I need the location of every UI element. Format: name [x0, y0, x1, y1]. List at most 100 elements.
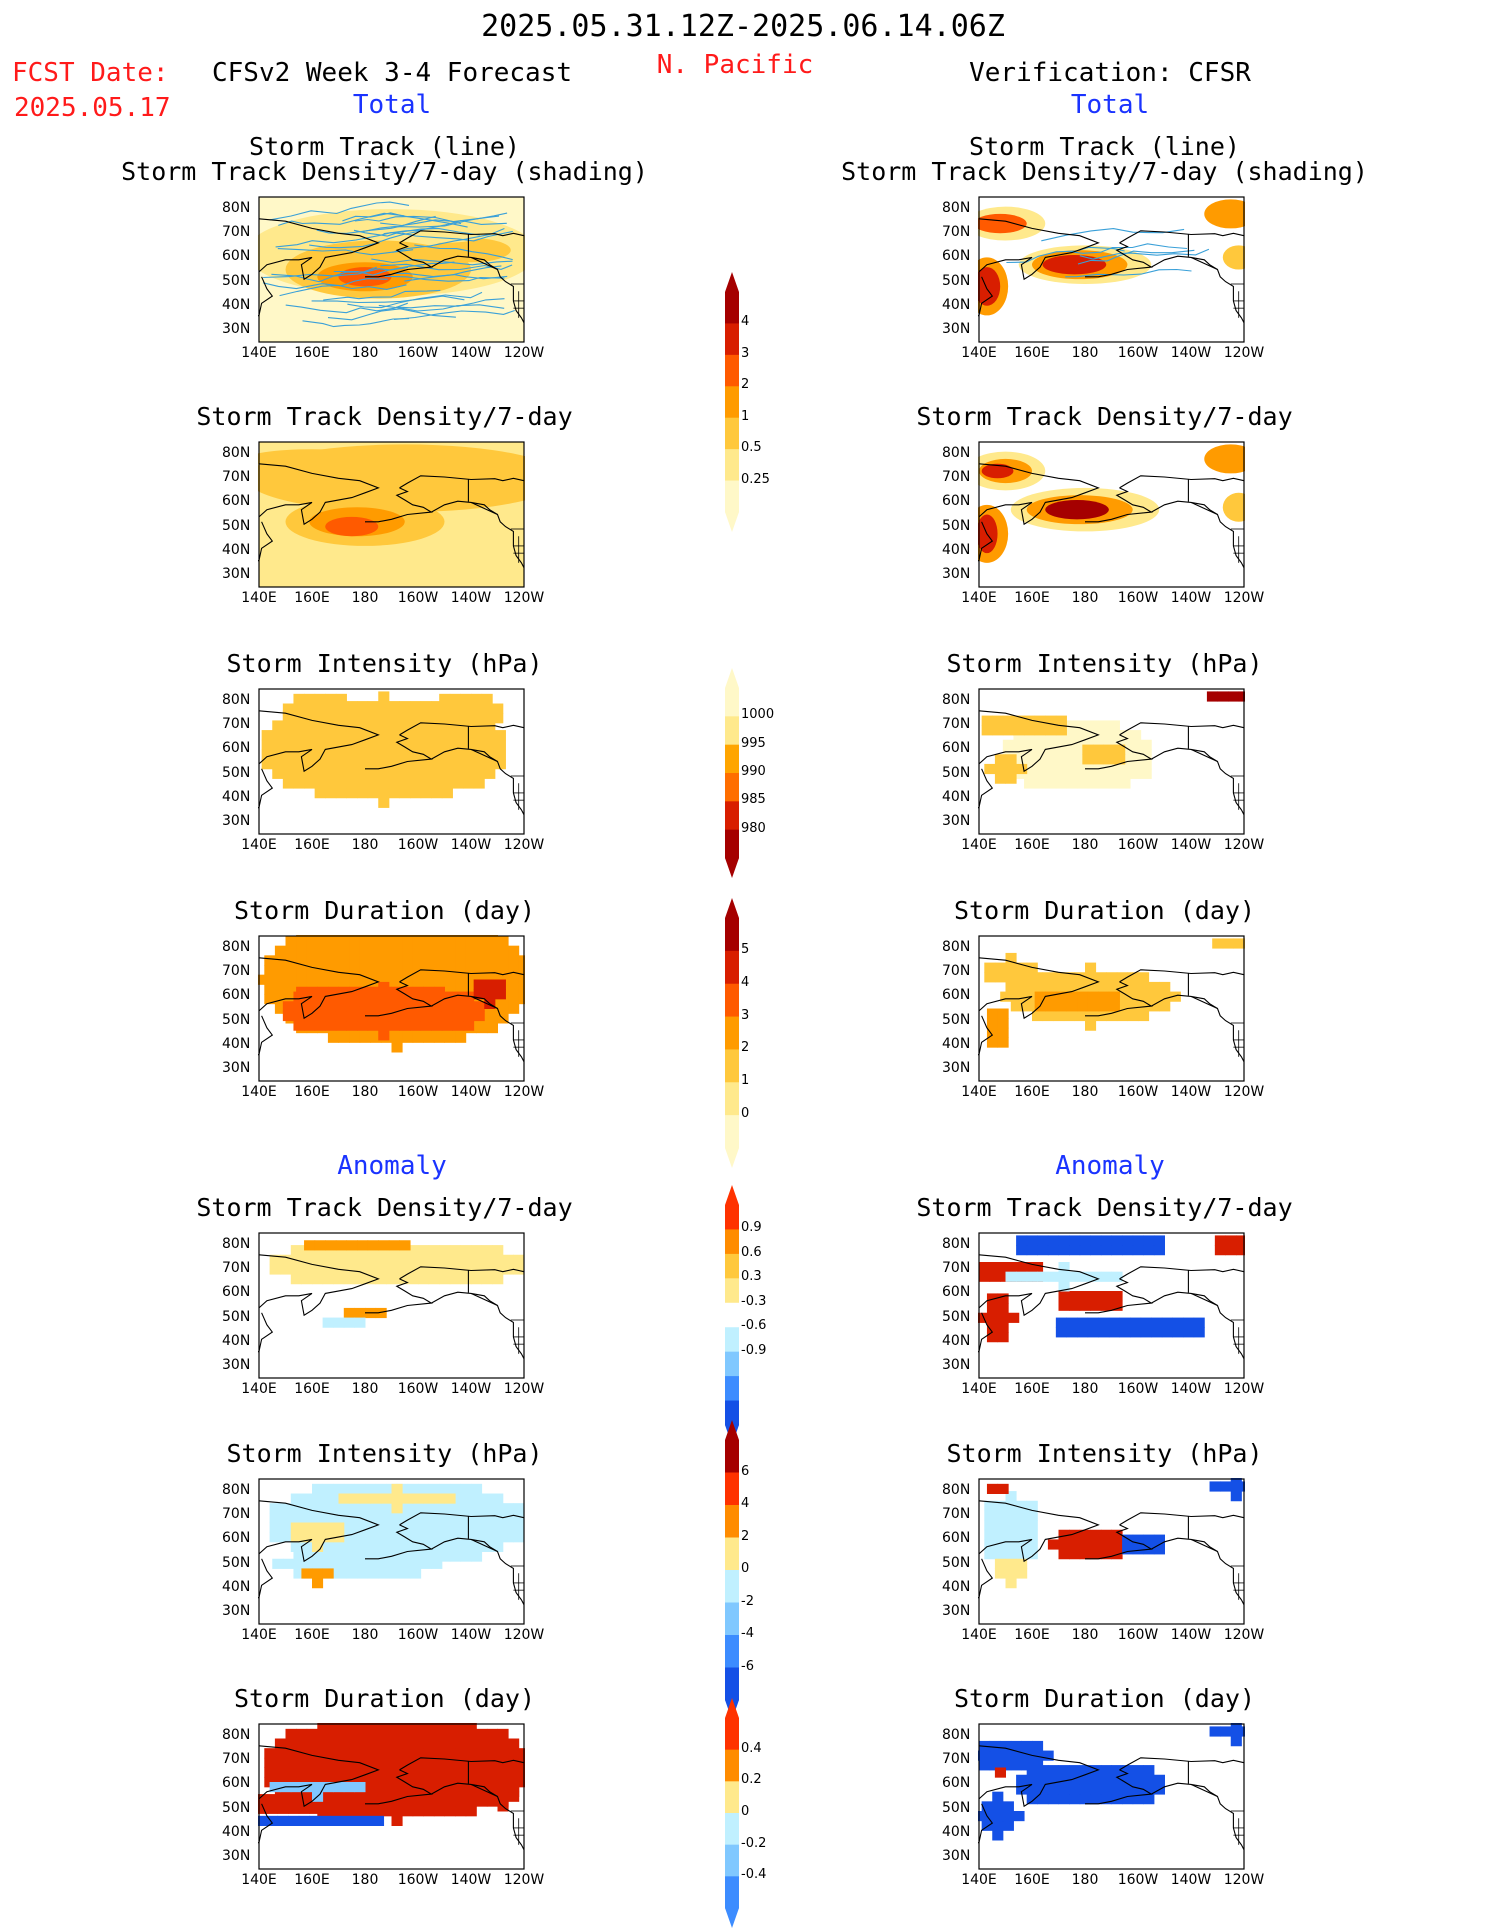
shading-cell [1034, 991, 1046, 1002]
coastline [1190, 256, 1218, 271]
shading-cell [1090, 1271, 1102, 1282]
shading-cell [1055, 768, 1067, 779]
shading-cell [301, 1264, 313, 1275]
shading-cell [346, 759, 358, 770]
shading-cell [418, 1512, 430, 1523]
shading-cell [1132, 1544, 1144, 1555]
shading-cell [293, 768, 305, 779]
y-tick-label: 30N [222, 1602, 251, 1619]
shading-cell [312, 1541, 324, 1552]
colorbar-segment [725, 1016, 739, 1050]
shading-cell [301, 1522, 313, 1533]
shading-cell [280, 1254, 292, 1265]
shading-cell [388, 1568, 400, 1579]
shading-cell [471, 1245, 483, 1256]
colorbar-segment [725, 1813, 739, 1846]
shading-cell [1130, 730, 1142, 741]
shading-cell [346, 703, 358, 714]
shading-cell [979, 1271, 991, 1282]
colorbar-segment [725, 801, 739, 831]
shading-cell [465, 1796, 477, 1807]
y-tick-label: 60N [222, 740, 251, 757]
shading-cell [994, 962, 1006, 973]
x-tick-label: 160E [1014, 1084, 1050, 1100]
shading-cell [986, 1332, 999, 1343]
page-title: 2025.05.31.12Z-2025.06.14.06Z [481, 9, 1005, 44]
shading-cell [375, 1307, 387, 1319]
shading-cell [1111, 1235, 1123, 1246]
shading-cell [1058, 1245, 1070, 1256]
shading-cell [412, 1786, 424, 1797]
shading-cell [1002, 1820, 1014, 1831]
shading-cell [304, 768, 316, 779]
shading-cell [1034, 749, 1046, 760]
shading-cell [1132, 1765, 1144, 1776]
shading-cell [391, 965, 403, 976]
shading-cell [1132, 1245, 1144, 1256]
shading-cell [1111, 1291, 1123, 1302]
verification-total-label: Total [1070, 90, 1150, 120]
shading-cell [1047, 1765, 1059, 1776]
colorbar-segment [725, 1327, 739, 1353]
shading-cell [1079, 1291, 1091, 1302]
x-tick-label: 160W [1117, 590, 1159, 606]
shading-cell [312, 1493, 324, 1504]
shading-cell [314, 749, 326, 760]
shading-cell [327, 1723, 339, 1730]
shading-cell [322, 1493, 334, 1504]
y-tick-label: 50N [222, 272, 251, 289]
shading-cell [1026, 1245, 1038, 1256]
shading-cell [418, 1503, 430, 1514]
shading-cell [1230, 1736, 1242, 1747]
shading-cell [1138, 1010, 1150, 1022]
shading-cell [1241, 1481, 1245, 1492]
shading-cell [380, 974, 392, 985]
x-tick-label: 180 [351, 1872, 379, 1888]
shading-cell [288, 1794, 300, 1805]
panel-title: Storm Track Density/7-day (shading) [841, 157, 1368, 186]
coastline [431, 1782, 525, 1850]
shading-cell [994, 1510, 1006, 1521]
shading-cell [1116, 1010, 1128, 1022]
shading-cell [476, 1796, 488, 1807]
y-tick-label: 50N [942, 1554, 971, 1571]
shading-cell [1010, 1760, 1022, 1771]
shading-cell [1217, 691, 1229, 702]
shading-cell [1085, 981, 1097, 993]
shading-cell [370, 1748, 382, 1759]
shading-cell [997, 1303, 1009, 1314]
shading-cell [378, 759, 390, 770]
shading-cell [1066, 1327, 1078, 1338]
shading-cell [1169, 991, 1181, 1002]
shading-cell [1013, 1811, 1025, 1822]
shading-cell [1058, 1281, 1070, 1292]
shading-cell [327, 936, 339, 947]
shading-cell [492, 1512, 504, 1523]
shading-cell [357, 1558, 369, 1569]
shading-cell [1000, 991, 1012, 1002]
panel-title: Storm Track Density/7-day [196, 1193, 573, 1222]
x-tick-label: 160E [294, 590, 330, 606]
shading-cell [1153, 1544, 1165, 1555]
coastline [431, 255, 525, 323]
shading-cell [359, 1032, 371, 1043]
shading-cell [994, 1529, 1006, 1540]
storm-track-line [275, 232, 413, 248]
shading-cell [388, 788, 400, 799]
shading-cell [349, 1032, 361, 1043]
colorbar-label: -6 [741, 1658, 754, 1674]
shading-cell [396, 1264, 408, 1275]
shading-cell [439, 1522, 451, 1533]
shading-cell [264, 1748, 276, 1759]
shading-cell [314, 1010, 326, 1022]
panel-title: Storm Duration (day) [233, 896, 536, 925]
shading-cell [317, 965, 329, 976]
colorbar-segment [725, 918, 739, 952]
y-tick-label: 50N [942, 272, 971, 289]
shading-cell [992, 715, 1004, 726]
shading-cell [497, 1003, 509, 1014]
colorbar-label: -0.6 [741, 1318, 767, 1334]
shading-cell [494, 989, 506, 1000]
shading-cell [330, 1803, 342, 1814]
coastline [978, 1745, 1100, 1808]
